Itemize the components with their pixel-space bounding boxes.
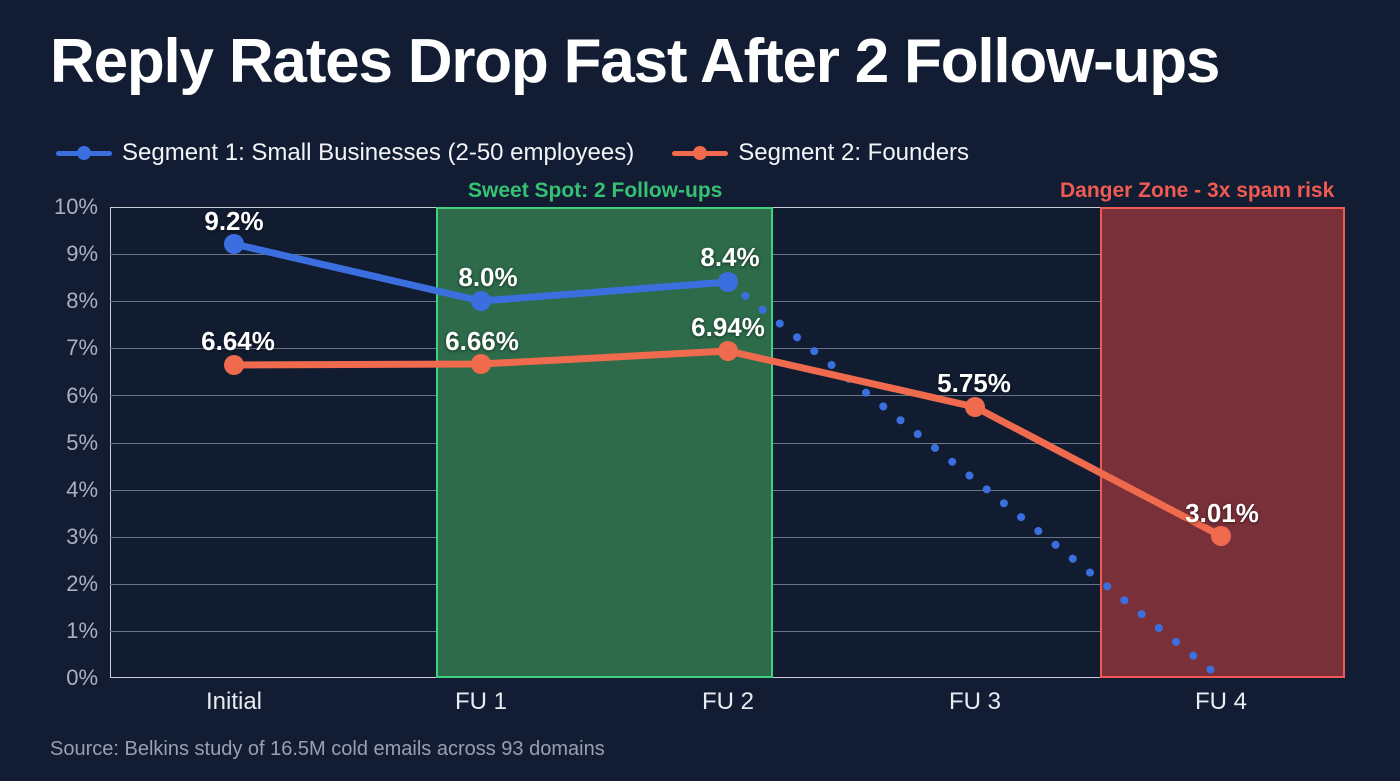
legend-line-marker-blue-icon [56, 146, 112, 160]
data-label-segment-2-fu3: 5.75% [937, 368, 1011, 398]
x-tick-fu1: FU 1 [454, 688, 508, 715]
plot-area: 9.2% 8.0% 8.4% 6.64% 6.66% 6.94% 5.75% 3… [110, 206, 1345, 682]
source-caption: Source: Belkins study of 16.5M cold emai… [50, 738, 605, 760]
data-label-segment-1-initial: 9.2% [204, 206, 264, 236]
y-tick-3: 3% [66, 524, 98, 549]
legend-label-segment-2: Segment 2: Founders [738, 139, 970, 166]
danger-zone-annotation: Danger Zone - 3x spam risk [1060, 179, 1335, 202]
data-label-segment-2-fu2: 6.94% [691, 312, 765, 342]
legend-item-segment-2[interactable]: Segment 2: Founders [672, 139, 969, 167]
x-tick-fu2: FU 2 [701, 688, 755, 715]
y-tick-8: 8% [66, 288, 98, 313]
page-title: Reply Rates Drop Fast After 2 Follow-ups [50, 27, 1220, 96]
sweet-spot-annotation: Sweet Spot: 2 Follow-ups [468, 179, 723, 202]
data-label-segment-1-fu2: 8.4% [700, 242, 760, 272]
x-tick-initial: Initial [205, 688, 263, 715]
legend-line-marker-orange-icon [672, 146, 729, 160]
legend-item-segment-1[interactable]: Segment 1: Small Businesses (2-50 employ… [56, 139, 634, 167]
x-tick-fu4: FU 4 [1194, 688, 1248, 715]
y-tick-1: 1% [66, 618, 98, 643]
danger-zone-band [1100, 207, 1345, 678]
y-tick-7: 7% [66, 335, 98, 360]
data-label-segment-2-initial: 6.64% [201, 326, 275, 356]
legend-label-segment-1: Segment 1: Small Businesses (2-50 employ… [122, 139, 635, 166]
chart-legend: Segment 1: Small Businesses (2-50 employ… [56, 136, 969, 170]
y-tick-6: 6% [66, 383, 98, 408]
y-tick-4: 4% [66, 477, 98, 502]
y-tick-9: 9% [66, 241, 98, 266]
data-label-segment-2-fu1: 6.66% [445, 326, 519, 356]
data-label-segment-2-fu4: 3.01% [1185, 498, 1259, 528]
y-tick-2: 2% [66, 571, 98, 596]
data-label-segment-1-fu1: 8.0% [458, 262, 518, 292]
y-tick-10: 10% [53, 194, 98, 219]
y-tick-5: 5% [66, 430, 98, 455]
x-tick-fu3: FU 3 [948, 688, 1002, 715]
y-tick-0: 0% [66, 665, 98, 690]
